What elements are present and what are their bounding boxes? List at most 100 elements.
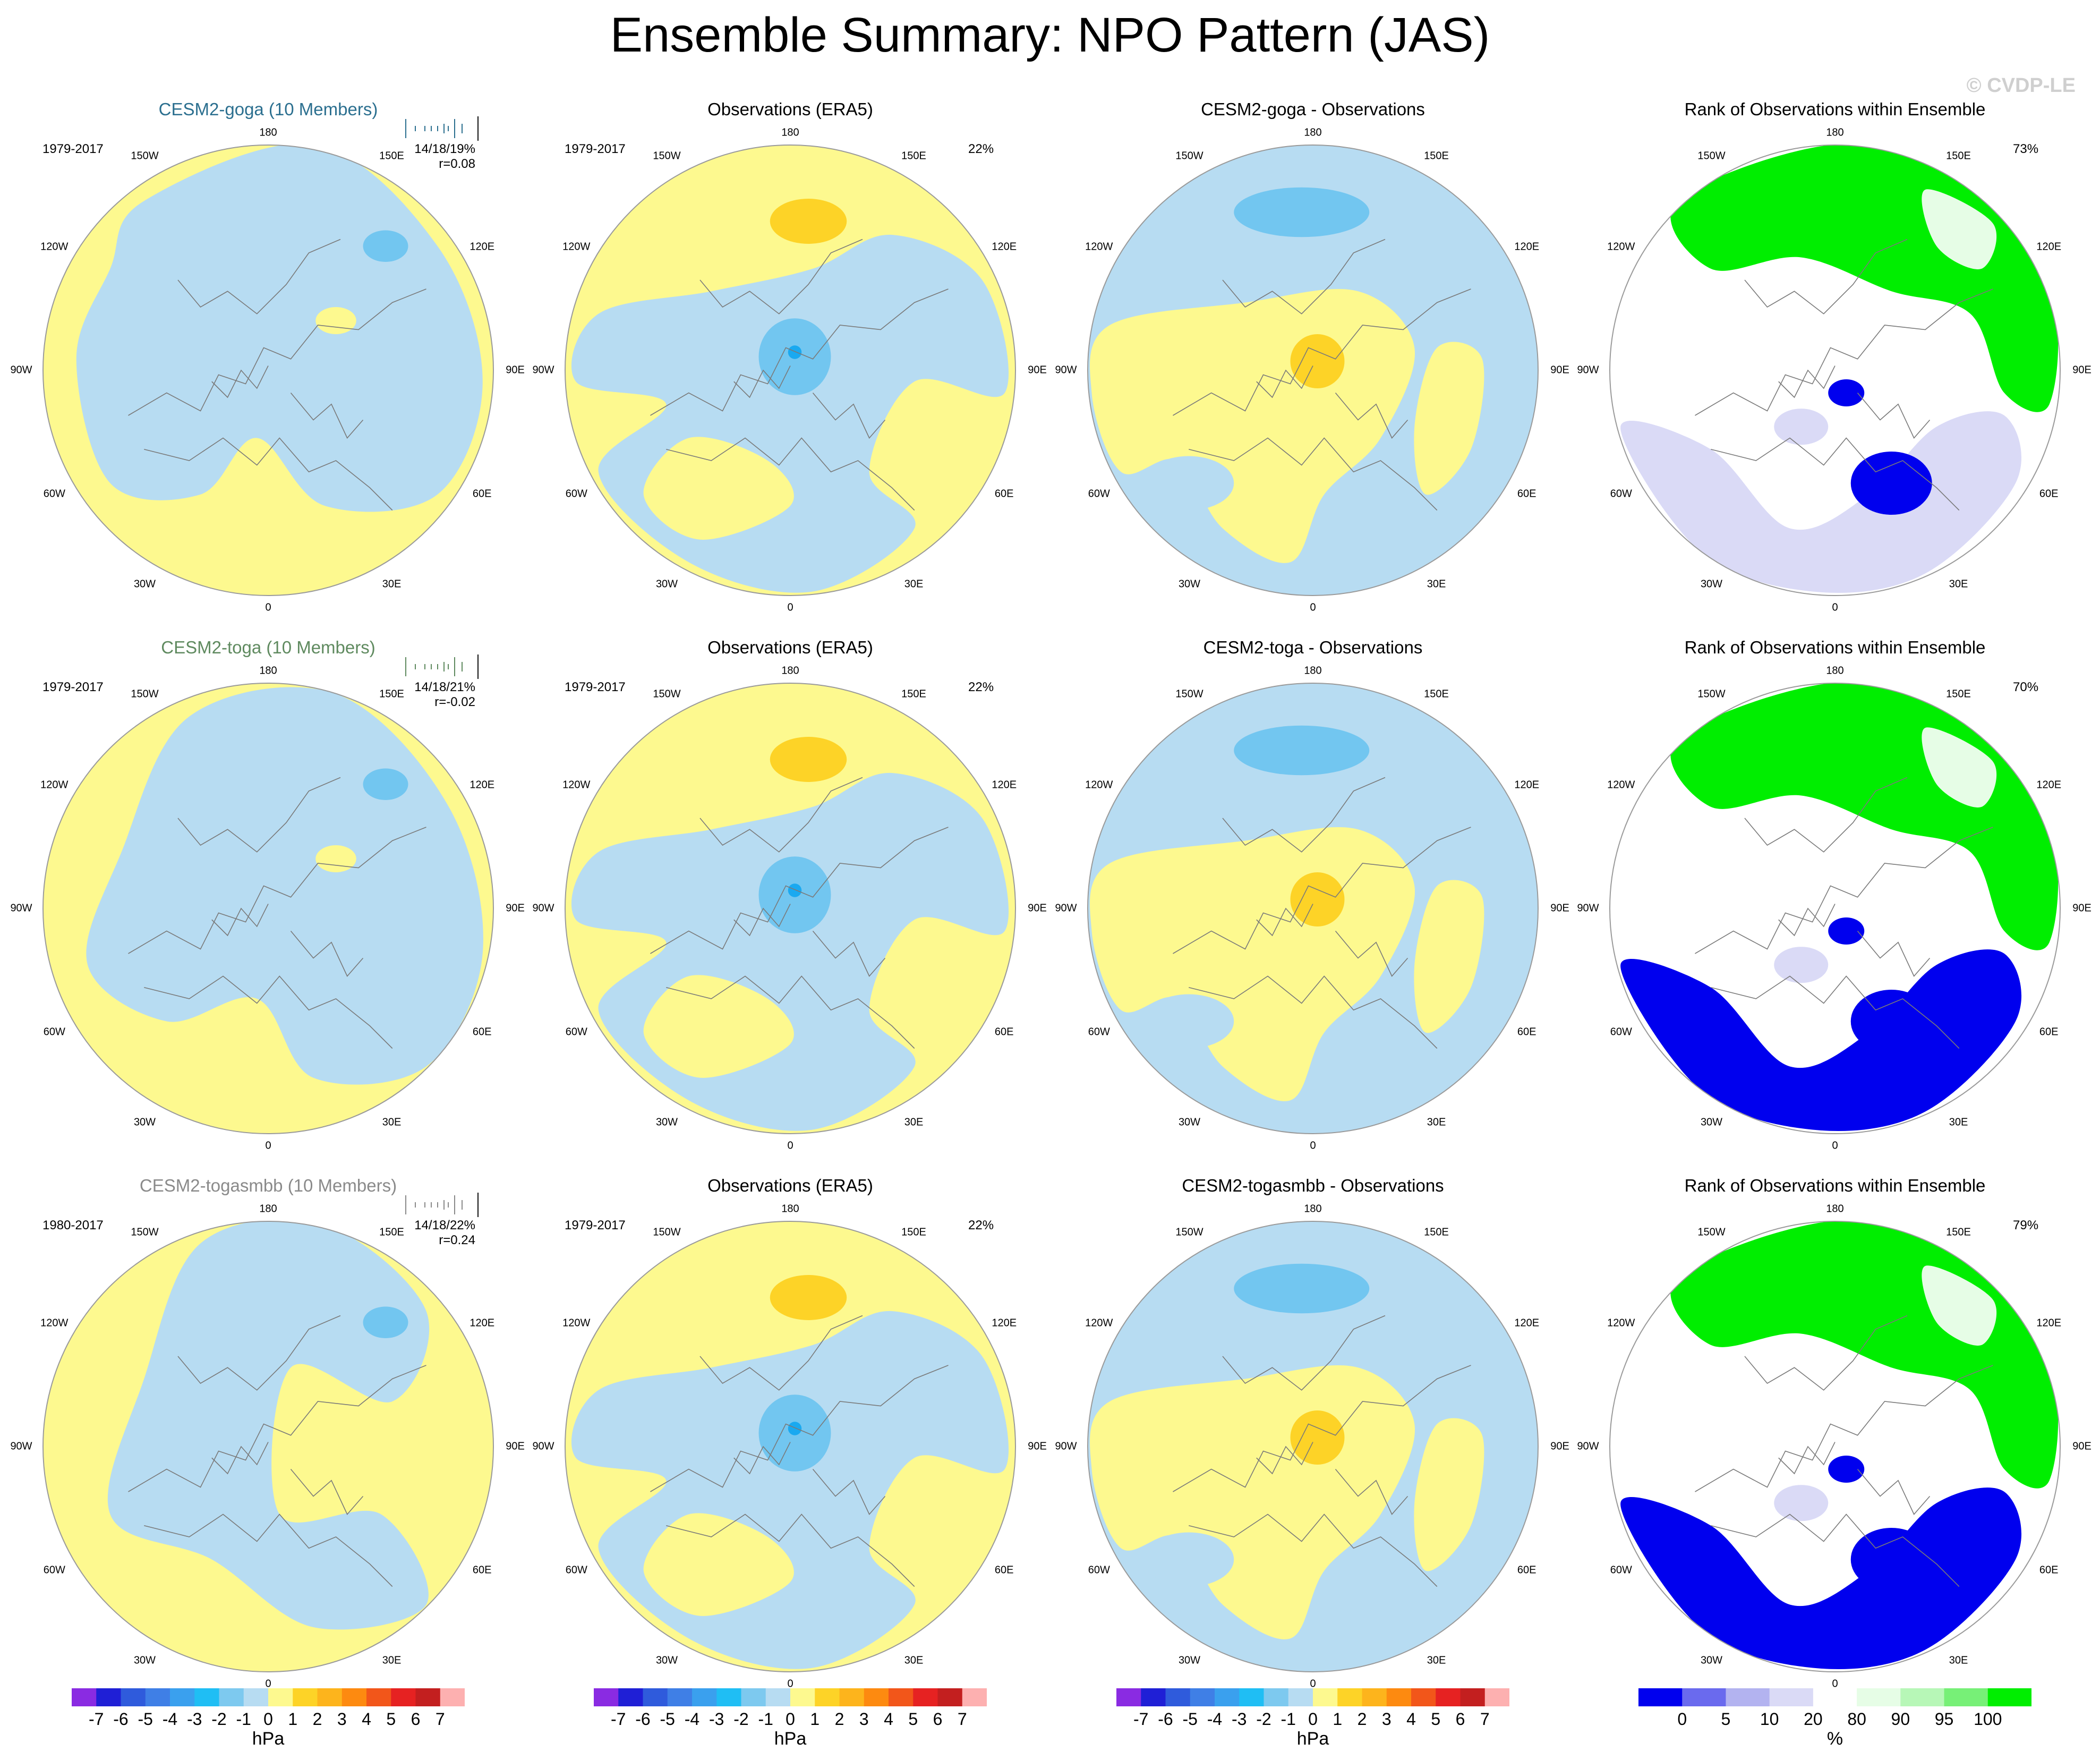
colorbar-tick-label: 0: [263, 1710, 273, 1729]
longitude-label: 180: [1826, 665, 1844, 677]
longitude-label: 60E: [1517, 1026, 1536, 1038]
colorbar-tick-label: -4: [162, 1710, 178, 1729]
colorbar-box: [1239, 1688, 1264, 1706]
longitude-label: 150E: [901, 1226, 926, 1238]
coastlines: [1173, 1315, 1471, 1587]
longitude-label: 180: [259, 1203, 277, 1215]
model-map: [42, 144, 494, 596]
obs-panel-title: Observations (ERA5): [707, 1176, 873, 1195]
negative-patch: [1143, 994, 1234, 1049]
map-border: [565, 1221, 1016, 1672]
longitude-label: 120E: [469, 779, 495, 790]
colorbar-tick-label: 20: [1804, 1710, 1823, 1729]
longitude-label: 60W: [565, 1564, 587, 1576]
positive-patch: [643, 1513, 794, 1616]
coastlines: [650, 239, 949, 511]
positive-center: [1290, 872, 1345, 926]
colorbar-box: [1857, 1688, 1901, 1706]
colorbar-tick-label: -7: [89, 1710, 104, 1729]
diff-map: [1087, 144, 1539, 596]
diff-map: [1087, 683, 1539, 1134]
colorbar-tick-label: -3: [1232, 1710, 1247, 1729]
colorbar-tick-label: -5: [660, 1710, 675, 1729]
longitude-label: 30W: [1700, 578, 1723, 590]
negative-center: [1234, 1263, 1370, 1314]
longitude-label: 150E: [901, 150, 926, 162]
colorbar-tick-label: 1: [288, 1710, 298, 1729]
obs-map: [565, 144, 1016, 596]
colorbar-tick-label: 80: [1847, 1710, 1866, 1729]
longitude-label: 90W: [1055, 364, 1077, 376]
negative-core: [788, 883, 802, 897]
longitude-label: 120E: [2036, 241, 2062, 252]
longitude-label: 60W: [1088, 1026, 1110, 1038]
colorbar-tick-label: 5: [386, 1710, 396, 1729]
longitude-label: 30E: [1427, 1116, 1446, 1128]
longitude-label: 150E: [1424, 1226, 1449, 1238]
positive-center: [770, 199, 847, 244]
colorbar-box: [96, 1688, 121, 1706]
longitude-label: 0: [1310, 1140, 1316, 1152]
rank-blue-patch: [1828, 379, 1865, 406]
colorbar-tick-label: 1: [810, 1710, 820, 1729]
stats-line-2: r=-0.02: [434, 695, 475, 709]
colorbar-box: [1436, 1688, 1461, 1706]
longitude-label: 90W: [10, 902, 32, 914]
colorbar-box: [1638, 1688, 1683, 1706]
obs-map: [565, 1221, 1016, 1672]
longitude-label: 90W: [532, 1440, 554, 1452]
colorbar-tick-label: 0: [1308, 1710, 1318, 1729]
colorbar-box: [342, 1688, 367, 1706]
coastlines: [650, 777, 949, 1049]
negative-center: [1234, 187, 1370, 237]
colorbar-box: [1386, 1688, 1412, 1706]
map-border: [1087, 1221, 1539, 1672]
colorbar-tick-label: -3: [187, 1710, 202, 1729]
colorbar-tick-label: 5: [908, 1710, 918, 1729]
colorbar-box: [1987, 1688, 2031, 1706]
colorbar-box: [741, 1688, 766, 1706]
longitude-label: 150W: [653, 150, 681, 162]
longitude-label: 150W: [131, 150, 159, 162]
diff-panel-title: CESM2-togasmbb - Observations: [1182, 1176, 1444, 1195]
longitude-label: 90E: [2072, 1440, 2092, 1452]
longitude-label: 120W: [1607, 241, 1635, 252]
rank-map: [1609, 683, 2061, 1134]
colorbar-tick-label: 7: [435, 1710, 445, 1729]
colorbar-tick-label: 7: [1480, 1710, 1490, 1729]
variance-percent: 22%: [968, 142, 994, 156]
colorbar-unit: hPa: [1296, 1729, 1329, 1749]
rank-lightgreen-region: [1922, 727, 1997, 807]
coastlines: [128, 239, 426, 511]
period-label: 1979-2017: [565, 1218, 626, 1232]
colorbar-box: [1116, 1688, 1141, 1706]
longitude-label: 30E: [904, 1116, 924, 1128]
variance-percent: 70%: [2013, 680, 2039, 694]
longitude-label: 120W: [562, 241, 591, 252]
colorbar-box: [72, 1688, 97, 1706]
longitude-label: 30W: [655, 578, 678, 590]
colorbar-obs: [594, 1688, 987, 1706]
colorbar-box: [1337, 1688, 1362, 1706]
colorbar-box: [1900, 1688, 1945, 1706]
colorbar-tick-label: 90: [1891, 1710, 1910, 1729]
colorbar-tick-label: -1: [1281, 1710, 1296, 1729]
coastlines: [128, 1315, 426, 1587]
map-border: [42, 144, 494, 596]
longitude-label: 90E: [1028, 1440, 1047, 1452]
colorbar-box: [1362, 1688, 1387, 1706]
positive-patch: [1414, 1418, 1484, 1571]
colorbar-tick-label: 6: [1455, 1710, 1465, 1729]
longitude-label: 60E: [472, 1026, 492, 1038]
colorbar-tick-label: -1: [758, 1710, 773, 1729]
obs-panel-title: Observations (ERA5): [707, 637, 873, 657]
longitude-label: 180: [1304, 126, 1322, 139]
negative-patch: [1143, 1532, 1234, 1587]
longitude-label: 180: [1304, 1203, 1322, 1215]
longitude-label: 30W: [1700, 1116, 1723, 1128]
ensemble-stats: 14/18/22% r=0.24: [337, 1218, 475, 1248]
negative-core: [788, 345, 802, 359]
rank-lavender-patch: [1774, 409, 1829, 445]
longitude-label: 90W: [1577, 364, 1599, 376]
colorbar-box: [170, 1688, 195, 1706]
